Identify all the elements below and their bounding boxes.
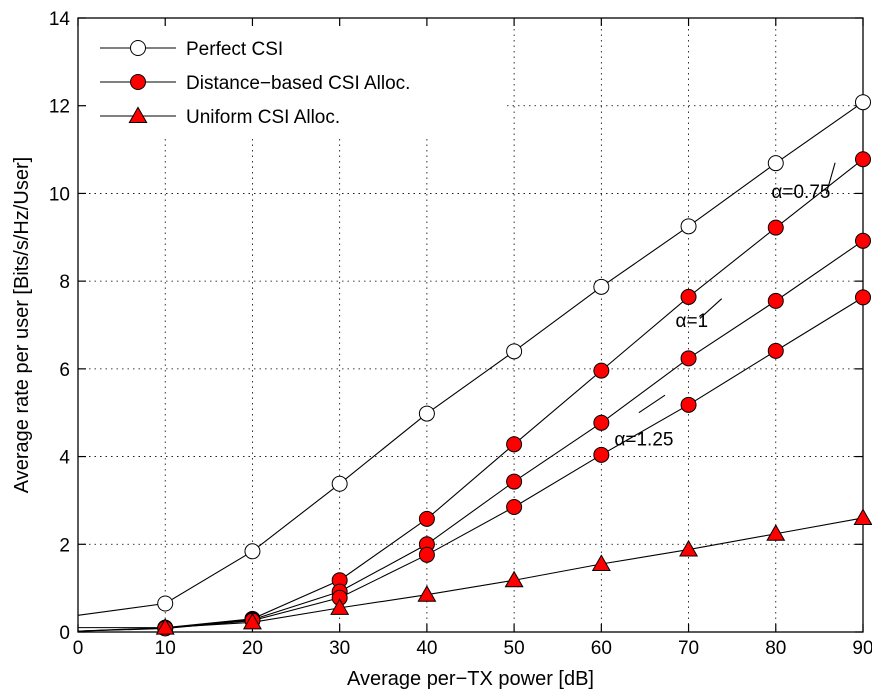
data-point	[855, 232, 871, 249]
series-line	[77, 158, 864, 632]
x-tick-label: 10	[155, 638, 176, 659]
data-point	[242, 612, 262, 630]
y-tick-label: 4	[59, 448, 70, 469]
annotation-pointer	[699, 298, 723, 319]
x-tick-label: 20	[242, 638, 263, 659]
plot-area	[77, 17, 864, 633]
data-point	[157, 595, 174, 612]
data-point	[767, 342, 784, 359]
data-point	[680, 288, 697, 305]
y-tick-label: 14	[49, 9, 71, 30]
data-point	[330, 598, 350, 615]
series-line	[77, 101, 864, 616]
data-point	[767, 292, 784, 309]
series-line	[77, 240, 864, 632]
data-point	[680, 218, 697, 235]
data-point	[418, 546, 435, 563]
y-tick-label: 10	[49, 184, 70, 205]
legend: Perfect CSI Distance−based CSI Alloc. Unif…	[86, 26, 506, 136]
legend-marker	[130, 40, 146, 56]
data-point	[593, 446, 610, 463]
data-point	[593, 362, 610, 379]
data-point	[506, 343, 523, 360]
data-point	[506, 473, 523, 490]
data-point	[855, 94, 871, 111]
series-line	[77, 296, 864, 632]
data-point	[417, 585, 437, 602]
data-point	[506, 436, 523, 453]
x-tick-label: 40	[416, 638, 437, 659]
data-point	[506, 499, 523, 516]
x-tick-label: 90	[852, 638, 872, 659]
y-tick-label: 6	[59, 360, 70, 381]
annotations: α=0.75 α=1 α=1.25	[614, 162, 836, 451]
annotation-pointer	[825, 162, 836, 194]
data-point	[155, 617, 175, 635]
data-point	[418, 405, 435, 422]
data-point	[853, 508, 872, 525]
legend-marker	[130, 74, 146, 90]
data-point	[766, 524, 786, 541]
annotation-label: α=1.25	[614, 430, 673, 451]
data-point	[679, 539, 699, 557]
series-line	[78, 517, 864, 629]
data-point	[331, 475, 348, 492]
series-lines	[77, 101, 864, 632]
x-tick-label: 0	[73, 638, 84, 659]
data-point	[680, 396, 697, 413]
series-markers	[155, 94, 872, 637]
annotation-pointer	[638, 394, 666, 414]
x-tick-label: 60	[591, 638, 612, 659]
y-tick-label: 2	[59, 535, 70, 556]
data-point	[767, 219, 784, 236]
y-tick-label: 0	[59, 623, 70, 644]
data-point	[680, 350, 697, 367]
legend-entry: Perfect CSI	[186, 39, 283, 60]
y-tick-label: 12	[49, 97, 70, 118]
data-point	[504, 570, 524, 588]
x-axis-label: Average per−TX power [dB]	[347, 668, 594, 690]
data-point	[418, 510, 435, 527]
y-axis-label: Average rate per user [Bits/s/Hz/User]	[11, 157, 33, 493]
y-tick-label: 8	[59, 272, 70, 293]
data-point	[767, 155, 784, 172]
x-tick-label: 50	[504, 638, 525, 659]
legend-entry: Distance−based CSI Alloc.	[186, 73, 410, 94]
legend-entry: Uniform CSI Alloc.	[186, 107, 340, 128]
data-point	[244, 543, 261, 560]
x-tick-label: 80	[765, 638, 786, 659]
data-point	[593, 414, 610, 431]
legend-box	[86, 26, 506, 136]
legend-marker	[128, 106, 148, 123]
annotation-label: α=1	[675, 311, 708, 332]
data-point	[855, 289, 871, 306]
annotation-label: α=0.75	[771, 182, 830, 203]
data-point	[591, 554, 611, 571]
data-point	[855, 151, 871, 168]
axis-ticks: 0 10 20 30 40 50 60 70 80 90 0 2 4 6 8 10 12 14	[49, 9, 872, 659]
data-point	[593, 278, 610, 295]
x-tick-label: 30	[329, 638, 350, 659]
x-tick-label: 70	[678, 638, 699, 659]
